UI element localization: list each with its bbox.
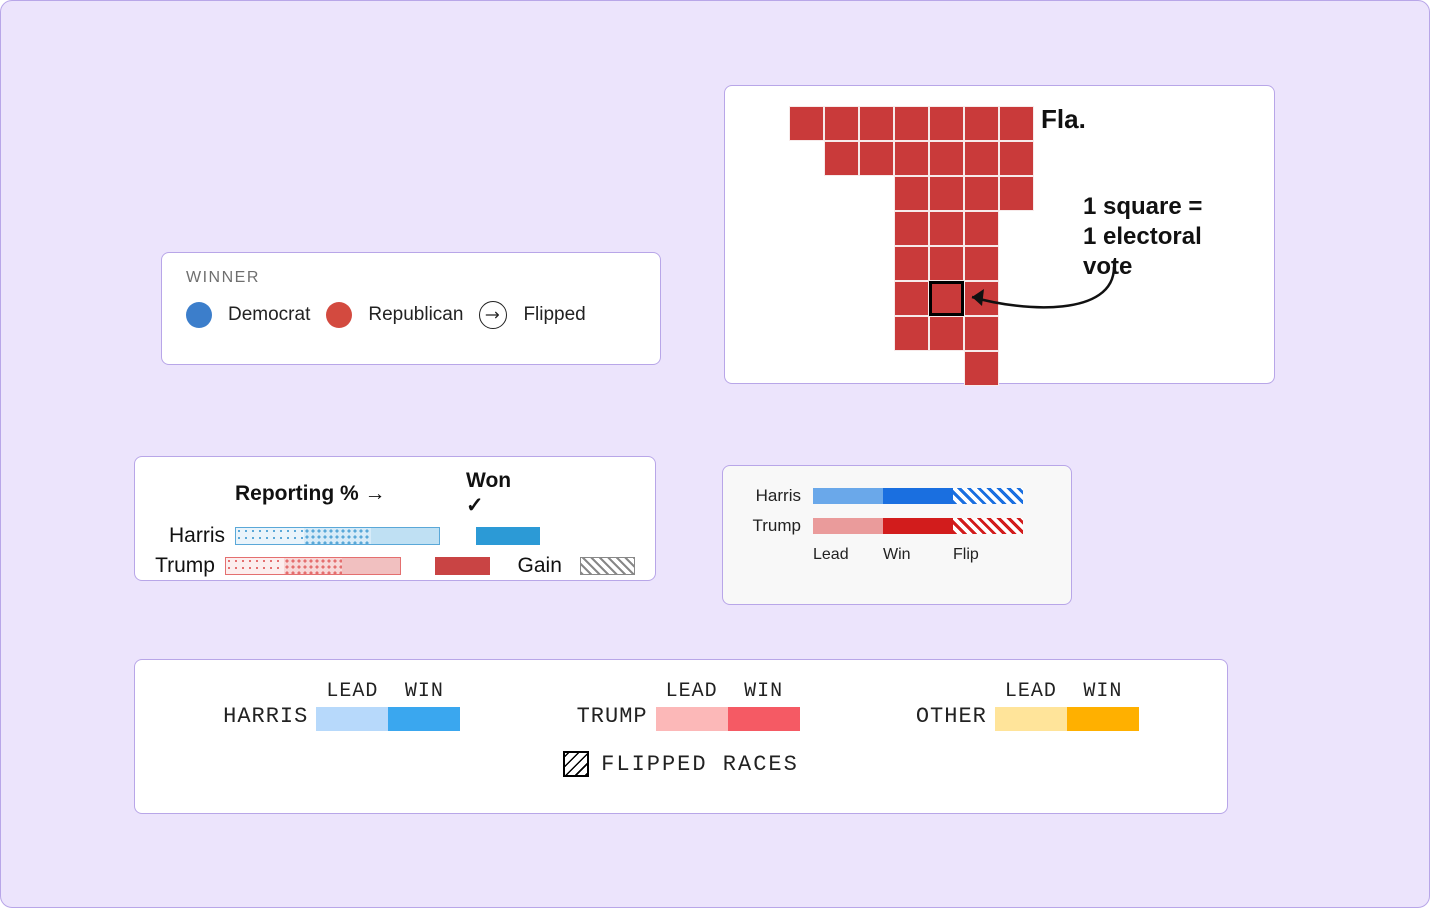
flipped-races-label: FLIPPED RACES — [601, 752, 799, 777]
winner-row: Democrat Republican Flipped — [186, 301, 636, 329]
candidate-block: OTHER LEAD WIN — [916, 680, 1139, 731]
electoral-square — [964, 351, 999, 386]
candidate-block: HARRIS LEAD WIN — [223, 680, 460, 731]
win-label: WIN — [1083, 680, 1122, 703]
flipped-races-swatch — [563, 751, 589, 777]
win-label: WIN — [744, 680, 783, 703]
electoral-square — [894, 106, 929, 141]
electoral-square — [929, 316, 964, 351]
electoral-square — [999, 176, 1034, 211]
reporting-label: Reporting % → — [235, 482, 440, 506]
lead-label: LEAD — [1005, 680, 1057, 703]
lead-swatch — [995, 707, 1067, 731]
electoral-square — [964, 211, 999, 246]
electoral-square — [894, 141, 929, 176]
win-swatch — [728, 707, 800, 731]
win-label: WIN — [405, 680, 444, 703]
harris-won-swatch — [476, 527, 540, 545]
win-swatch — [1067, 707, 1139, 731]
florida-grid: Fla.1 square =1 electoralvote — [745, 100, 1254, 369]
flipped-label: Flipped — [523, 304, 585, 326]
lead-label: LEAD — [666, 680, 718, 703]
win-column: WIN — [1067, 680, 1139, 731]
electoral-square — [789, 106, 824, 141]
electoral-square — [964, 106, 999, 141]
gain-swatch — [580, 557, 635, 575]
bottom-legend-row: HARRIS LEAD WIN TRUMP LEAD WIN OTHER LEAD WIN — [165, 680, 1197, 731]
florida-card: Fla.1 square =1 electoralvote — [724, 85, 1275, 384]
lead-win-flip-card: Harris Trump Lead Win Flip — [722, 465, 1072, 605]
winner-legend-card: WINNER Democrat Republican Flipped — [161, 252, 661, 365]
win-column: WIN — [728, 680, 800, 731]
lead-column: LEAD — [995, 680, 1067, 731]
winner-title: WINNER — [186, 269, 636, 287]
democrat-swatch — [186, 302, 212, 328]
win-column: WIN — [388, 680, 460, 731]
lead-swatch — [316, 707, 388, 731]
electoral-square — [929, 106, 964, 141]
highlighted-square — [929, 281, 964, 316]
electoral-square — [999, 106, 1034, 141]
gain-label: Gain — [518, 554, 562, 578]
harris-name: Harris — [155, 524, 225, 548]
lwf-trump-name: Trump — [747, 516, 801, 536]
electoral-square — [859, 106, 894, 141]
harris-reporting-bar — [235, 527, 440, 545]
canvas: WINNER Democrat Republican Flipped Fla.1… — [0, 0, 1430, 908]
lwf-flip-label: Flip — [953, 546, 1023, 564]
democrat-label: Democrat — [228, 304, 310, 326]
won-label: Won ✓ — [466, 469, 530, 518]
lead-column: LEAD — [316, 680, 388, 731]
lwf-trump-bar — [813, 518, 1023, 534]
lwf-harris-name: Harris — [747, 486, 801, 506]
lwf-labels: Lead Win Flip — [813, 546, 1023, 564]
lead-label: LEAD — [326, 680, 378, 703]
electoral-square — [964, 141, 999, 176]
electoral-square — [824, 106, 859, 141]
candidate-block: TRUMP LEAD WIN — [577, 680, 800, 731]
lwf-harris-bar — [813, 488, 1023, 504]
lead-column: LEAD — [656, 680, 728, 731]
trump-reporting-bar — [225, 557, 401, 575]
electoral-square — [824, 141, 859, 176]
candidate-name: OTHER — [916, 704, 995, 731]
lwf-lead-label: Lead — [813, 546, 883, 564]
flipped-races-row: FLIPPED RACES — [165, 751, 1197, 777]
electoral-square — [894, 211, 929, 246]
candidate-name: TRUMP — [577, 704, 656, 731]
electoral-square — [929, 176, 964, 211]
trump-name: Trump — [155, 554, 215, 578]
electoral-square — [894, 316, 929, 351]
electoral-square — [894, 176, 929, 211]
trump-won-swatch — [435, 557, 490, 575]
bottom-legend-card: HARRIS LEAD WIN TRUMP LEAD WIN OTHER LEAD WIN FL… — [134, 659, 1228, 814]
electoral-square — [894, 246, 929, 281]
candidate-name: HARRIS — [223, 704, 316, 731]
electoral-square — [929, 141, 964, 176]
lwf-win-label: Win — [883, 546, 953, 564]
electoral-square — [894, 281, 929, 316]
electoral-square — [999, 141, 1034, 176]
lead-swatch — [656, 707, 728, 731]
electoral-square — [929, 246, 964, 281]
florida-label: Fla. — [1041, 104, 1086, 135]
reporting-legend-card: Reporting % → Won ✓ Harris Trump Gain — [134, 456, 656, 581]
republican-swatch — [326, 302, 352, 328]
electoral-square — [859, 141, 894, 176]
electoral-square — [929, 211, 964, 246]
arrow-icon — [964, 262, 1124, 332]
win-swatch — [388, 707, 460, 731]
republican-label: Republican — [368, 304, 463, 326]
flipped-icon — [479, 301, 507, 329]
electoral-square — [964, 176, 999, 211]
